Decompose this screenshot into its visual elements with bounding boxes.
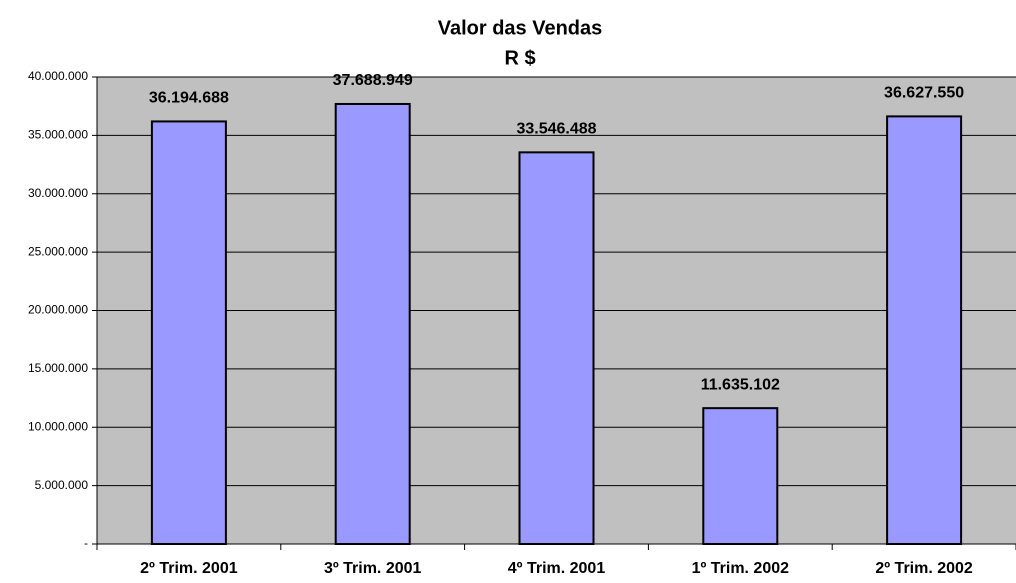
y-tick-label: 10.000.000 [28,419,88,433]
value-label: 33.546.488 [516,121,596,138]
y-tick-label: 5.000.000 [35,478,89,492]
y-tick-label: 35.000.000 [28,128,88,142]
x-tick-label: 4º Trim. 2001 [508,560,606,577]
y-tick-label: 15.000.000 [28,361,88,375]
value-label: 36.627.550 [884,85,964,102]
y-tick-label: 30.000.000 [28,186,88,200]
x-tick-label: 1º Trim. 2002 [692,560,790,577]
chart-subtitle: R $ [504,47,535,69]
x-tick-label: 3º Trim. 2001 [324,560,422,577]
y-tick-label: 40.000.000 [28,69,88,83]
y-tick-label: 25.000.000 [28,244,88,258]
bar [702,407,779,545]
bar [334,102,411,546]
value-label: 36.194.688 [149,90,229,107]
bar [150,120,227,545]
bar [518,151,595,545]
y-tick-label: - [84,536,88,550]
value-label: 37.688.949 [333,72,413,89]
value-label: 11.635.102 [701,376,780,393]
y-tick-label: 20.000.000 [28,303,88,317]
x-tick-label: 2º Trim. 2002 [875,560,973,577]
chart-title: Valor das Vendas [438,17,603,39]
bar [886,115,963,545]
x-tick-label: 2º Trim. 2001 [140,560,238,577]
